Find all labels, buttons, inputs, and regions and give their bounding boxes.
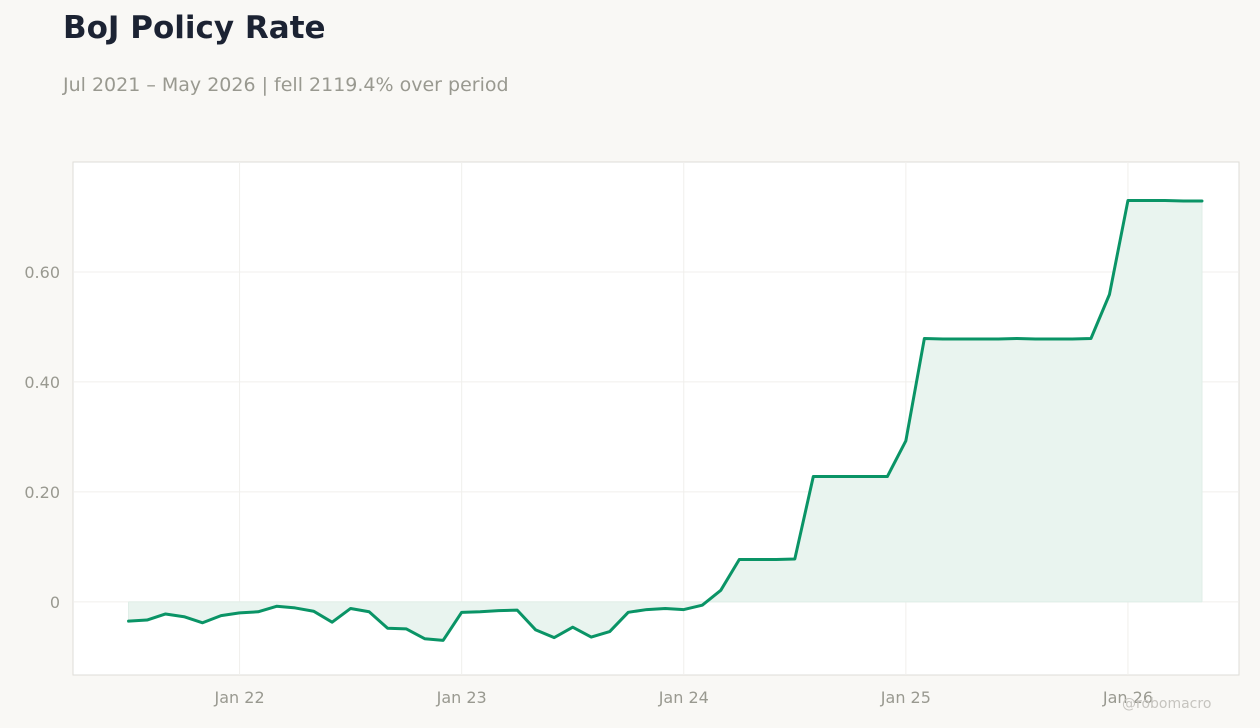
series-area-fill: [128, 200, 1202, 641]
y-tick-label: 0.40: [24, 373, 60, 392]
chart-title: BoJ Policy Rate: [63, 10, 326, 46]
series-line: [127, 198, 1204, 642]
x-tick-label: Jan 26: [1102, 688, 1153, 707]
x-tick-label: Jan 22: [214, 688, 265, 707]
x-tick-label: Jan 23: [436, 688, 487, 707]
x-tick-label: Jan 25: [880, 688, 931, 707]
y-tick-label: 0.60: [24, 263, 60, 282]
watermark: @robomacro: [1122, 696, 1212, 712]
y-tick-label: 0: [50, 593, 60, 612]
chart-subtitle: Jul 2021 – May 2026 | fell 2119.4% over …: [63, 74, 509, 96]
y-tick-label: 0.20: [24, 483, 60, 502]
x-tick-label: Jan 24: [658, 688, 709, 707]
